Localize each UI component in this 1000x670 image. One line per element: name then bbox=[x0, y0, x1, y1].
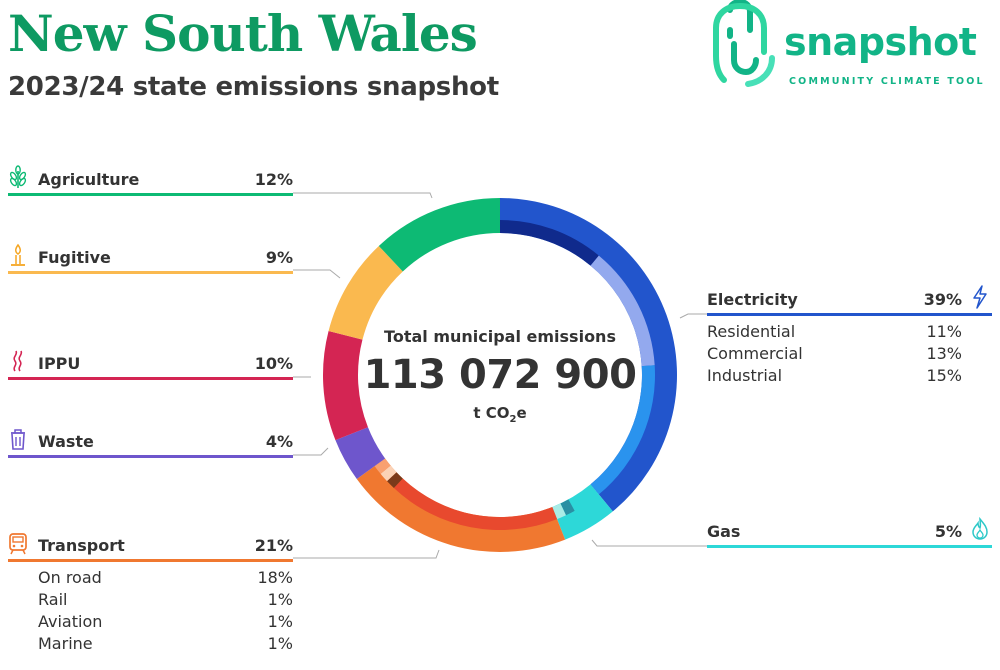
donut-subsegment-transport-rail bbox=[387, 472, 403, 488]
category-name: Waste bbox=[38, 432, 94, 451]
subcategory-percent: 15% bbox=[926, 366, 962, 385]
subcategory-name: Industrial bbox=[707, 366, 783, 385]
leader-lines bbox=[293, 192, 707, 559]
trash-icon bbox=[11, 429, 25, 450]
category-name: IPPU bbox=[38, 354, 81, 373]
leader-line-waste bbox=[293, 447, 329, 456]
donut-segment-waste bbox=[335, 427, 386, 480]
logo-brand: snapshot bbox=[784, 20, 977, 64]
subcategory-residential: Residential 11% bbox=[707, 322, 962, 341]
category-percent: 4% bbox=[265, 432, 293, 451]
donut-segment-ippu bbox=[323, 330, 368, 441]
subcategory-percent: 1% bbox=[267, 634, 293, 653]
subcategory-percent: 1% bbox=[267, 612, 293, 631]
train-icon bbox=[9, 533, 27, 555]
category-waste: Waste 4% bbox=[8, 429, 293, 458]
subcategory-marine: Marine 1% bbox=[38, 634, 293, 653]
center-label: Total municipal emissions bbox=[384, 327, 616, 346]
category-name: Transport bbox=[38, 536, 125, 555]
category-electricity: Electricity 39% bbox=[707, 285, 992, 316]
logo-tagline: COMMUNITY CLIMATE TOOL bbox=[789, 76, 985, 87]
page-title: New South Wales bbox=[8, 4, 478, 63]
category-percent: 5% bbox=[934, 522, 962, 541]
snapshot-logo: snapshot COMMUNITY CLIMATE TOOL bbox=[706, 0, 996, 92]
subcategory-name: Marine bbox=[38, 634, 93, 653]
subcategory-name: Rail bbox=[38, 590, 68, 609]
subcategory-rail: Rail 1% bbox=[38, 590, 293, 609]
subcategory-percent: 11% bbox=[926, 322, 962, 341]
donut-subsegment-electricity-industrial bbox=[590, 365, 655, 495]
wheat-icon bbox=[9, 165, 27, 188]
gas-flare-icon bbox=[11, 243, 25, 266]
subcategory-name: Aviation bbox=[38, 612, 103, 631]
subcategory-name: Commercial bbox=[707, 344, 803, 363]
donut-subsegment-transport-aviation bbox=[380, 465, 397, 482]
donut-segment-gas bbox=[552, 484, 613, 540]
subcategory-percent: 18% bbox=[257, 568, 293, 587]
subcategory-percent: 1% bbox=[267, 590, 293, 609]
category-percent: 9% bbox=[265, 248, 293, 267]
donut-subsegment-transport-marine bbox=[374, 458, 391, 474]
subcategory-industrial: Industrial 15% bbox=[707, 366, 962, 385]
category-percent: 12% bbox=[254, 170, 293, 189]
category-name: Gas bbox=[707, 522, 741, 541]
category-name: Fugitive bbox=[38, 248, 111, 267]
donut-subsegment-electricity-residential bbox=[500, 220, 599, 266]
category-percent: 39% bbox=[923, 290, 962, 309]
donut-segment-agriculture bbox=[378, 198, 500, 272]
donut-subsegment-gas-0 bbox=[560, 499, 575, 516]
donut-segment-fugitive bbox=[328, 245, 403, 340]
leader-line-transport bbox=[293, 549, 440, 559]
category-transport: Transport 21% bbox=[8, 533, 293, 562]
category-name: Electricity bbox=[707, 290, 798, 309]
smoke-icon bbox=[13, 350, 23, 372]
category-agriculture: Agriculture 12% bbox=[8, 165, 293, 196]
leader-line-fugitive bbox=[293, 269, 341, 279]
subcategory-name: On road bbox=[38, 568, 102, 587]
donut-subsegment-transport-on-road bbox=[393, 478, 558, 530]
fingerprint-logo-icon bbox=[713, 0, 775, 87]
category-percent: 10% bbox=[254, 354, 293, 373]
subcategory-percent: 13% bbox=[926, 344, 962, 363]
leader-line-electricity bbox=[679, 313, 707, 319]
category-fugitive: Fugitive 9% bbox=[8, 243, 293, 274]
donut-subsegment-electricity-commercial bbox=[590, 255, 655, 367]
category-name: Agriculture bbox=[38, 170, 140, 189]
donut-ring bbox=[323, 198, 678, 552]
total-emissions-value: 113 072 900 bbox=[363, 352, 637, 398]
subcategory-aviation: Aviation 1% bbox=[38, 612, 293, 631]
emissions-unit: t CO2e bbox=[473, 404, 527, 425]
subcategory-on-road: On road 18% bbox=[38, 568, 293, 587]
subcategory-name: Residential bbox=[707, 322, 796, 341]
leader-line-agriculture bbox=[293, 192, 433, 199]
lightning-icon bbox=[973, 285, 987, 309]
page-subtitle: 2023/24 state emissions snapshot bbox=[8, 72, 499, 102]
flame-icon bbox=[972, 517, 988, 540]
category-ippu: IPPU 10% bbox=[8, 350, 293, 380]
donut-subsegment-gas-1 bbox=[552, 503, 566, 520]
subcategory-commercial: Commercial 13% bbox=[707, 344, 962, 363]
leader-line-gas bbox=[591, 539, 707, 547]
category-gas: Gas 5% bbox=[707, 517, 992, 548]
category-percent: 21% bbox=[254, 536, 293, 555]
